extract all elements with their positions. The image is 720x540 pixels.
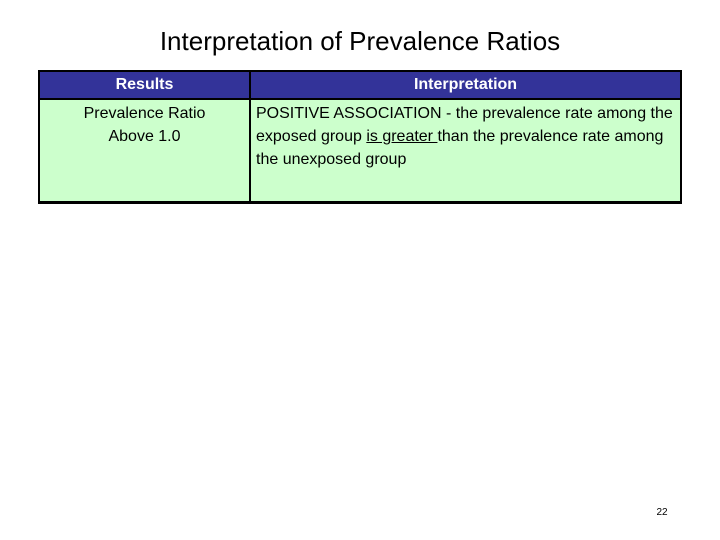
prevalence-ratio-table: Results Interpretation Prevalence Ratio … <box>38 70 682 204</box>
page-number: 22 <box>656 507 668 518</box>
interpretation-text-after: than the prevalence rate among the unexp… <box>256 128 664 168</box>
table-row: Prevalence Ratio Above 1.0 POSITIVE ASSO… <box>38 98 682 204</box>
cell-interpretation: POSITIVE ASSOCIATION - the prevalence ra… <box>249 98 682 204</box>
header-cell-interpretation: Interpretation <box>249 70 682 100</box>
interpretation-text-underlined: is greater <box>366 128 438 145</box>
interpretation-text-before: POSITIVE ASSOCIATION - the prevalence ra… <box>256 105 673 145</box>
slide-title: Interpretation of Prevalence Ratios <box>159 26 561 56</box>
result-line-2: Above 1.0 <box>108 128 181 145</box>
header-cell-results: Results <box>38 70 251 100</box>
result-line-1: Prevalence Ratio <box>83 105 206 122</box>
table-header-row: Results Interpretation <box>38 70 682 100</box>
cell-results: Prevalence Ratio Above 1.0 <box>38 98 251 204</box>
